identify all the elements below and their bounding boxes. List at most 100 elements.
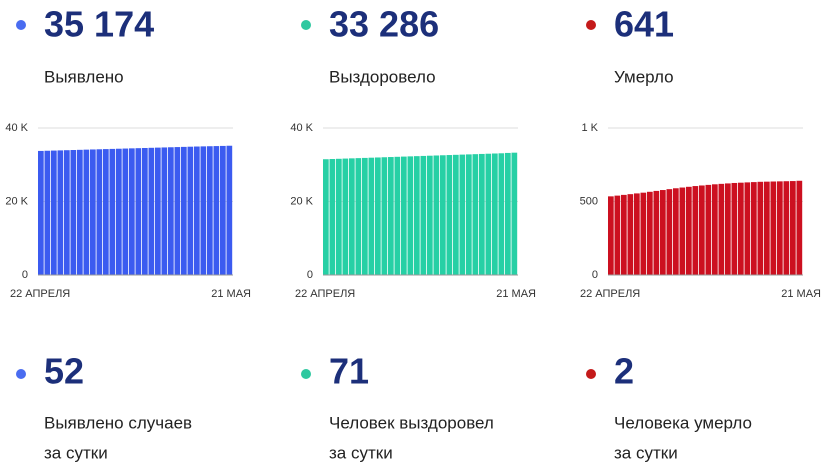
- bar: [349, 158, 355, 275]
- bar: [621, 194, 627, 275]
- x-tick-label: 22 АПРЕЛЯ: [10, 288, 70, 300]
- dot: [16, 369, 26, 379]
- x-tick-label: 21 МАЯ: [781, 288, 821, 300]
- dot: [301, 369, 311, 379]
- bar: [433, 155, 440, 275]
- bar: [459, 154, 466, 275]
- daily-caption: Человек выздоровел: [329, 413, 494, 432]
- bar: [90, 149, 96, 275]
- bar: [116, 148, 122, 275]
- bar: [660, 190, 666, 275]
- headline: 641: [614, 4, 674, 45]
- bar: [790, 181, 796, 275]
- headline: 33 286: [329, 4, 439, 45]
- bar: [414, 156, 420, 275]
- bar: [109, 148, 116, 275]
- y-tick-label: 0: [22, 269, 28, 281]
- caption: Выявлено: [44, 67, 124, 86]
- bar: [401, 156, 407, 275]
- y-tick-label: 40 K: [5, 122, 28, 134]
- y-tick-label: 0: [307, 269, 313, 281]
- x-tick-label: 21 МАЯ: [496, 288, 536, 300]
- bar: [738, 182, 744, 275]
- caption: Умерло: [614, 67, 674, 86]
- bar: [77, 149, 83, 275]
- bar: [751, 182, 757, 275]
- bar: [122, 148, 129, 275]
- bar: [498, 153, 505, 275]
- bar: [427, 155, 433, 275]
- bar: [83, 149, 90, 275]
- bar: [155, 147, 161, 275]
- bar: [744, 182, 751, 275]
- bar: [368, 157, 375, 275]
- bar: [505, 152, 511, 275]
- bar: [336, 158, 342, 275]
- bar: [692, 186, 699, 275]
- bar: [705, 184, 712, 275]
- bar: [770, 181, 777, 275]
- bar: [44, 150, 51, 275]
- daily-value: 2: [614, 351, 634, 392]
- bar: [673, 188, 679, 275]
- bar: [608, 196, 614, 275]
- bar: [38, 150, 44, 275]
- bar: [485, 153, 492, 275]
- x-tick-label: 21 МАЯ: [211, 288, 251, 300]
- bar: [466, 154, 472, 275]
- daily-caption: Выявлено случаев: [44, 413, 192, 432]
- x-tick-label: 22 АПРЕЛЯ: [580, 288, 640, 300]
- bar: [394, 156, 401, 275]
- bar: [174, 147, 181, 275]
- bar: [168, 147, 174, 275]
- bar: [103, 149, 109, 275]
- bar: [148, 147, 155, 275]
- bar: [187, 146, 194, 275]
- bar: [362, 157, 368, 275]
- bar: [783, 181, 790, 275]
- daily-caption: за сутки: [44, 443, 108, 462]
- y-tick-label: 20 K: [5, 195, 28, 207]
- daily-value: 71: [329, 351, 369, 392]
- bar: [640, 192, 647, 275]
- bar: [653, 190, 660, 275]
- bar: [712, 184, 718, 275]
- bar: [342, 158, 349, 275]
- dot: [301, 20, 311, 30]
- bar: [777, 181, 783, 275]
- bar: [70, 150, 77, 275]
- bar: [355, 158, 362, 275]
- bar: [757, 181, 764, 275]
- bar: [699, 185, 705, 275]
- bar: [796, 180, 803, 275]
- bar: [207, 146, 213, 275]
- daily-caption: Человека умерло: [614, 413, 752, 432]
- bar: [666, 189, 673, 275]
- bar: [764, 181, 770, 275]
- bar: [725, 183, 731, 275]
- bar: [226, 145, 233, 275]
- bar: [381, 157, 388, 275]
- bar: [388, 157, 394, 275]
- bar: [453, 154, 459, 275]
- caption: Выздоровело: [329, 67, 436, 86]
- bar: [142, 147, 148, 275]
- bar: [161, 147, 168, 275]
- bar: [96, 149, 103, 275]
- bar: [634, 193, 640, 275]
- daily-caption: за сутки: [329, 443, 393, 462]
- y-tick-label: 1 K: [581, 122, 598, 134]
- bar: [194, 146, 200, 275]
- bar: [220, 145, 226, 275]
- daily-caption: за сутки: [614, 443, 678, 462]
- bar: [647, 191, 653, 275]
- dot: [586, 20, 596, 30]
- bar: [511, 152, 518, 275]
- bar: [679, 187, 686, 275]
- bar: [329, 159, 336, 275]
- dot: [16, 20, 26, 30]
- bar: [472, 154, 479, 275]
- bar: [323, 159, 329, 275]
- bar: [129, 148, 135, 275]
- bar: [627, 194, 634, 275]
